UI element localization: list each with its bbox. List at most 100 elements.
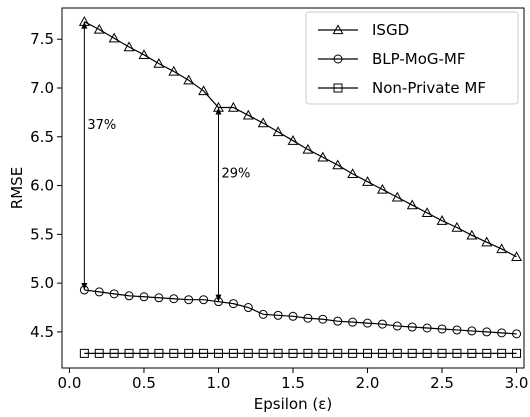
legend-marker (333, 83, 343, 93)
data-point-non-private-mf (452, 348, 462, 358)
x-tick-label: 2.0 (356, 374, 380, 392)
data-point-blp-mog-mf (243, 303, 253, 313)
y-tick-label: 7.5 (30, 30, 54, 48)
data-point-non-private-mf (169, 348, 179, 358)
data-point-isgd (511, 251, 522, 261)
data-point-blp-mog-mf (482, 327, 492, 337)
data-point-non-private-mf (377, 348, 387, 358)
x-axis-title: Epsilon (ε) (254, 395, 332, 413)
legend-marker (332, 24, 344, 35)
data-point-isgd (332, 159, 344, 170)
legend-marker (333, 54, 343, 64)
data-point-blp-mog-mf (199, 295, 209, 305)
data-point-non-private-mf (422, 348, 432, 358)
y-tick-label: 6.0 (30, 177, 54, 195)
data-point-blp-mog-mf (169, 294, 179, 304)
data-point-non-private-mf (288, 348, 298, 358)
data-point-isgd (436, 215, 448, 225)
data-point-blp-mog-mf (288, 311, 298, 321)
data-point-non-private-mf (228, 348, 238, 358)
data-point-isgd (153, 57, 165, 68)
legend-label: BLP-MoG-MF (372, 50, 466, 68)
data-point-blp-mog-mf (407, 322, 417, 332)
data-point-isgd (421, 207, 433, 218)
data-point-isgd (466, 229, 478, 240)
data-point-non-private-mf (199, 348, 209, 358)
data-point-blp-mog-mf (154, 293, 164, 303)
series-line-isgd (84, 21, 517, 258)
data-point-isgd (138, 49, 150, 60)
data-point-blp-mog-mf (139, 292, 149, 302)
data-point-isgd (347, 168, 359, 179)
data-point-isgd (183, 74, 195, 85)
data-point-isgd (257, 117, 269, 128)
arrow-head-down (81, 282, 88, 290)
data-point-blp-mog-mf (258, 309, 268, 319)
data-point-isgd (227, 101, 239, 112)
data-point-blp-mog-mf (467, 326, 477, 336)
data-point-non-private-mf (94, 348, 104, 358)
x-tick-label: 0.5 (132, 374, 156, 392)
annotation-label: 37% (87, 118, 116, 133)
series-isgd (78, 16, 522, 261)
legend-label: ISGD (372, 21, 409, 39)
legend-box (305, 11, 519, 105)
data-point-blp-mog-mf (392, 321, 402, 331)
data-point-blp-mog-mf (348, 317, 358, 327)
data-point-non-private-mf (154, 348, 164, 358)
data-point-non-private-mf (512, 348, 522, 358)
legend: ISGD BLP-MoG-MF Non-Private MF (305, 11, 519, 105)
data-point-blp-mog-mf (124, 291, 134, 301)
data-point-non-private-mf (407, 348, 417, 358)
data-point-blp-mog-mf (512, 329, 522, 339)
data-point-isgd (242, 109, 254, 120)
y-tick-label: 5.5 (30, 225, 54, 243)
data-point-non-private-mf (213, 348, 223, 358)
y-tick-label: 5.0 (30, 274, 54, 292)
data-point-non-private-mf (258, 348, 268, 358)
data-point-blp-mog-mf (333, 316, 343, 326)
arrow-head-down (215, 294, 222, 302)
y-tick-label: 6.5 (30, 128, 54, 146)
x-tick-label: 1.5 (281, 374, 305, 392)
data-point-isgd (451, 221, 463, 232)
data-point-non-private-mf (392, 348, 402, 358)
series-non-private-mf (79, 348, 522, 358)
data-point-isgd (302, 143, 314, 154)
data-point-non-private-mf (497, 348, 507, 358)
data-point-non-private-mf (273, 348, 283, 358)
data-point-isgd (168, 65, 180, 76)
data-point-blp-mog-mf (318, 314, 328, 324)
data-point-non-private-mf (79, 348, 89, 358)
data-point-isgd (317, 151, 329, 162)
data-point-isgd (123, 41, 135, 52)
x-axis: 0.0 0.5 1.0 1.5 2.0 2.5 3.0 (58, 368, 528, 392)
data-point-non-private-mf (303, 348, 313, 358)
y-tick-label: 4.5 (30, 323, 54, 341)
y-axis: 4.5 5.0 5.5 6.0 6.5 7.0 7.5 (30, 30, 62, 341)
data-point-non-private-mf (363, 348, 373, 358)
data-point-isgd (272, 126, 284, 137)
data-point-isgd (362, 176, 373, 186)
y-tick-label: 7.0 (30, 79, 54, 97)
x-tick-label: 0.0 (58, 374, 82, 392)
data-point-non-private-mf (243, 348, 253, 358)
data-point-blp-mog-mf (452, 325, 462, 335)
data-point-blp-mog-mf (109, 289, 119, 299)
legend-item-blp-mog-mf: BLP-MoG-MF (318, 50, 466, 68)
data-point-blp-mog-mf (437, 324, 447, 334)
data-point-isgd (287, 135, 299, 145)
plot-area (78, 16, 522, 358)
data-point-non-private-mf (467, 348, 477, 358)
data-point-isgd (391, 191, 403, 202)
data-point-blp-mog-mf (363, 318, 373, 328)
data-point-non-private-mf (437, 348, 447, 358)
data-point-blp-mog-mf (422, 323, 432, 333)
data-point-non-private-mf (109, 348, 119, 358)
data-point-isgd (93, 23, 105, 34)
y-axis-title: RMSE (8, 167, 26, 209)
arrow-head-up (81, 21, 88, 29)
data-point-blp-mog-mf (94, 287, 104, 297)
series-line-blp-mog-mf (84, 289, 517, 335)
